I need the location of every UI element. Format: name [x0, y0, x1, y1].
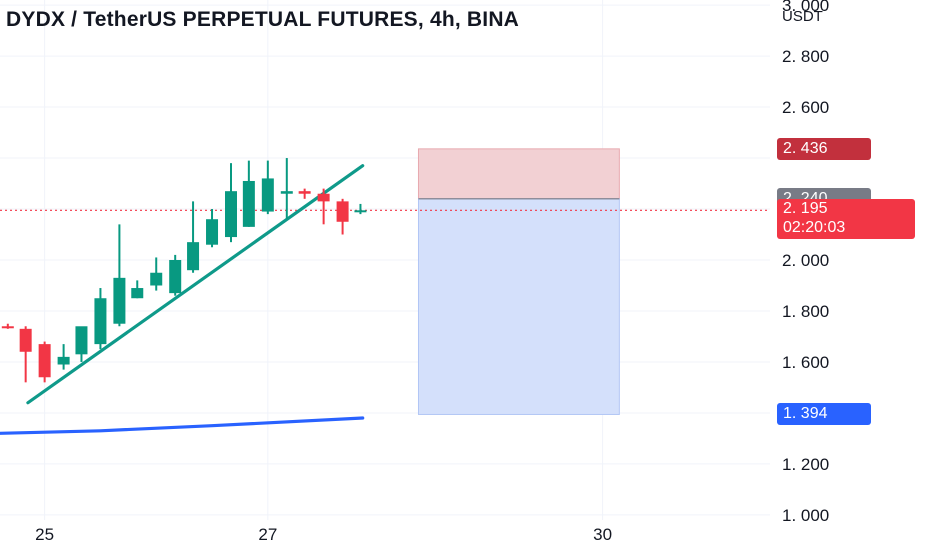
candle[interactable] [38, 341, 51, 383]
price-tick-label: 1. 800 [782, 302, 829, 321]
candle-body[interactable] [19, 328, 32, 352]
chart-title-wrap: DYDX / TetherUS PERPETUAL FUTURES, 4h, B… [0, 0, 770, 40]
position-zones [417, 148, 620, 415]
candle[interactable] [75, 326, 88, 362]
candle[interactable] [206, 209, 219, 248]
candle-body[interactable] [38, 344, 51, 378]
time-axis[interactable]: 25 27 30 [35, 525, 612, 544]
time-tick-label: 30 [593, 525, 612, 544]
trendline [26, 164, 365, 405]
price-tick-label: 2. 000 [782, 251, 829, 270]
candles-layer[interactable] [0, 158, 367, 383]
candle-body[interactable] [131, 288, 144, 299]
candle[interactable] [169, 254, 182, 296]
candle[interactable] [261, 160, 274, 215]
candle[interactable] [242, 160, 255, 227]
candle-body[interactable] [57, 356, 70, 365]
candle-body[interactable] [336, 201, 349, 222]
price-unit-label: USDT [782, 8, 823, 25]
candle-body[interactable] [94, 298, 107, 345]
candle-body[interactable] [113, 277, 126, 324]
candle[interactable] [131, 280, 144, 299]
candle-body[interactable] [187, 242, 200, 271]
price-tick-label: 1. 200 [782, 455, 829, 474]
moving-average-line [0, 416, 365, 435]
price-tick-label: 2. 600 [782, 98, 829, 117]
bar-countdown: 02:20:03 [783, 219, 846, 237]
stop-price-badge: 2. 436 [777, 137, 871, 160]
candle-body[interactable] [150, 272, 163, 286]
candle-body[interactable] [261, 178, 274, 212]
price-tick-label: 1. 600 [782, 353, 829, 372]
candle-body[interactable] [206, 219, 219, 245]
price-tick-label: 2. 800 [782, 47, 829, 66]
take-profit-zone [417, 198, 620, 415]
candle[interactable] [19, 326, 32, 383]
candle[interactable] [150, 257, 163, 291]
candle-body[interactable] [225, 191, 237, 238]
time-tick-label: 25 [35, 525, 54, 544]
chart-title: DYDX / TetherUS PERPETUAL FUTURES, 4h, B… [6, 8, 520, 31]
candle[interactable] [94, 288, 107, 350]
current-price-badge: 2. 195 02:20:03 [777, 199, 915, 240]
candle-body[interactable] [242, 180, 255, 227]
candle[interactable] [187, 201, 200, 273]
candle[interactable] [298, 188, 311, 199]
candle-body[interactable] [169, 260, 182, 294]
candle[interactable] [317, 188, 330, 225]
candle[interactable] [113, 224, 126, 327]
stop-loss-zone [417, 148, 620, 200]
price-axis[interactable]: 3. 000 2. 800 2. 600 2. 000 1. 800 1. 600 1. 2… [782, 0, 829, 525]
candle-body[interactable] [298, 191, 311, 194]
price-tick-label: 3. 000 [782, 0, 829, 15]
grid-layer [0, 0, 770, 520]
candle-body[interactable] [317, 193, 330, 202]
candle-body[interactable] [280, 191, 293, 194]
candle[interactable] [225, 163, 237, 243]
price-tick-label: 1. 000 [782, 506, 829, 525]
candle-body[interactable] [354, 210, 367, 213]
target-price-badge: 1. 394 [777, 403, 871, 426]
candle[interactable] [336, 198, 349, 235]
current-price-value: 2. 195 [783, 200, 828, 218]
candle-body[interactable] [1, 326, 14, 329]
candle-body[interactable] [75, 326, 88, 355]
candle[interactable] [1, 323, 14, 329]
indicator-lines [0, 164, 770, 435]
candle[interactable] [57, 344, 70, 370]
candle[interactable] [354, 203, 367, 215]
candle[interactable] [280, 158, 293, 220]
time-tick-label: 27 [258, 525, 277, 544]
